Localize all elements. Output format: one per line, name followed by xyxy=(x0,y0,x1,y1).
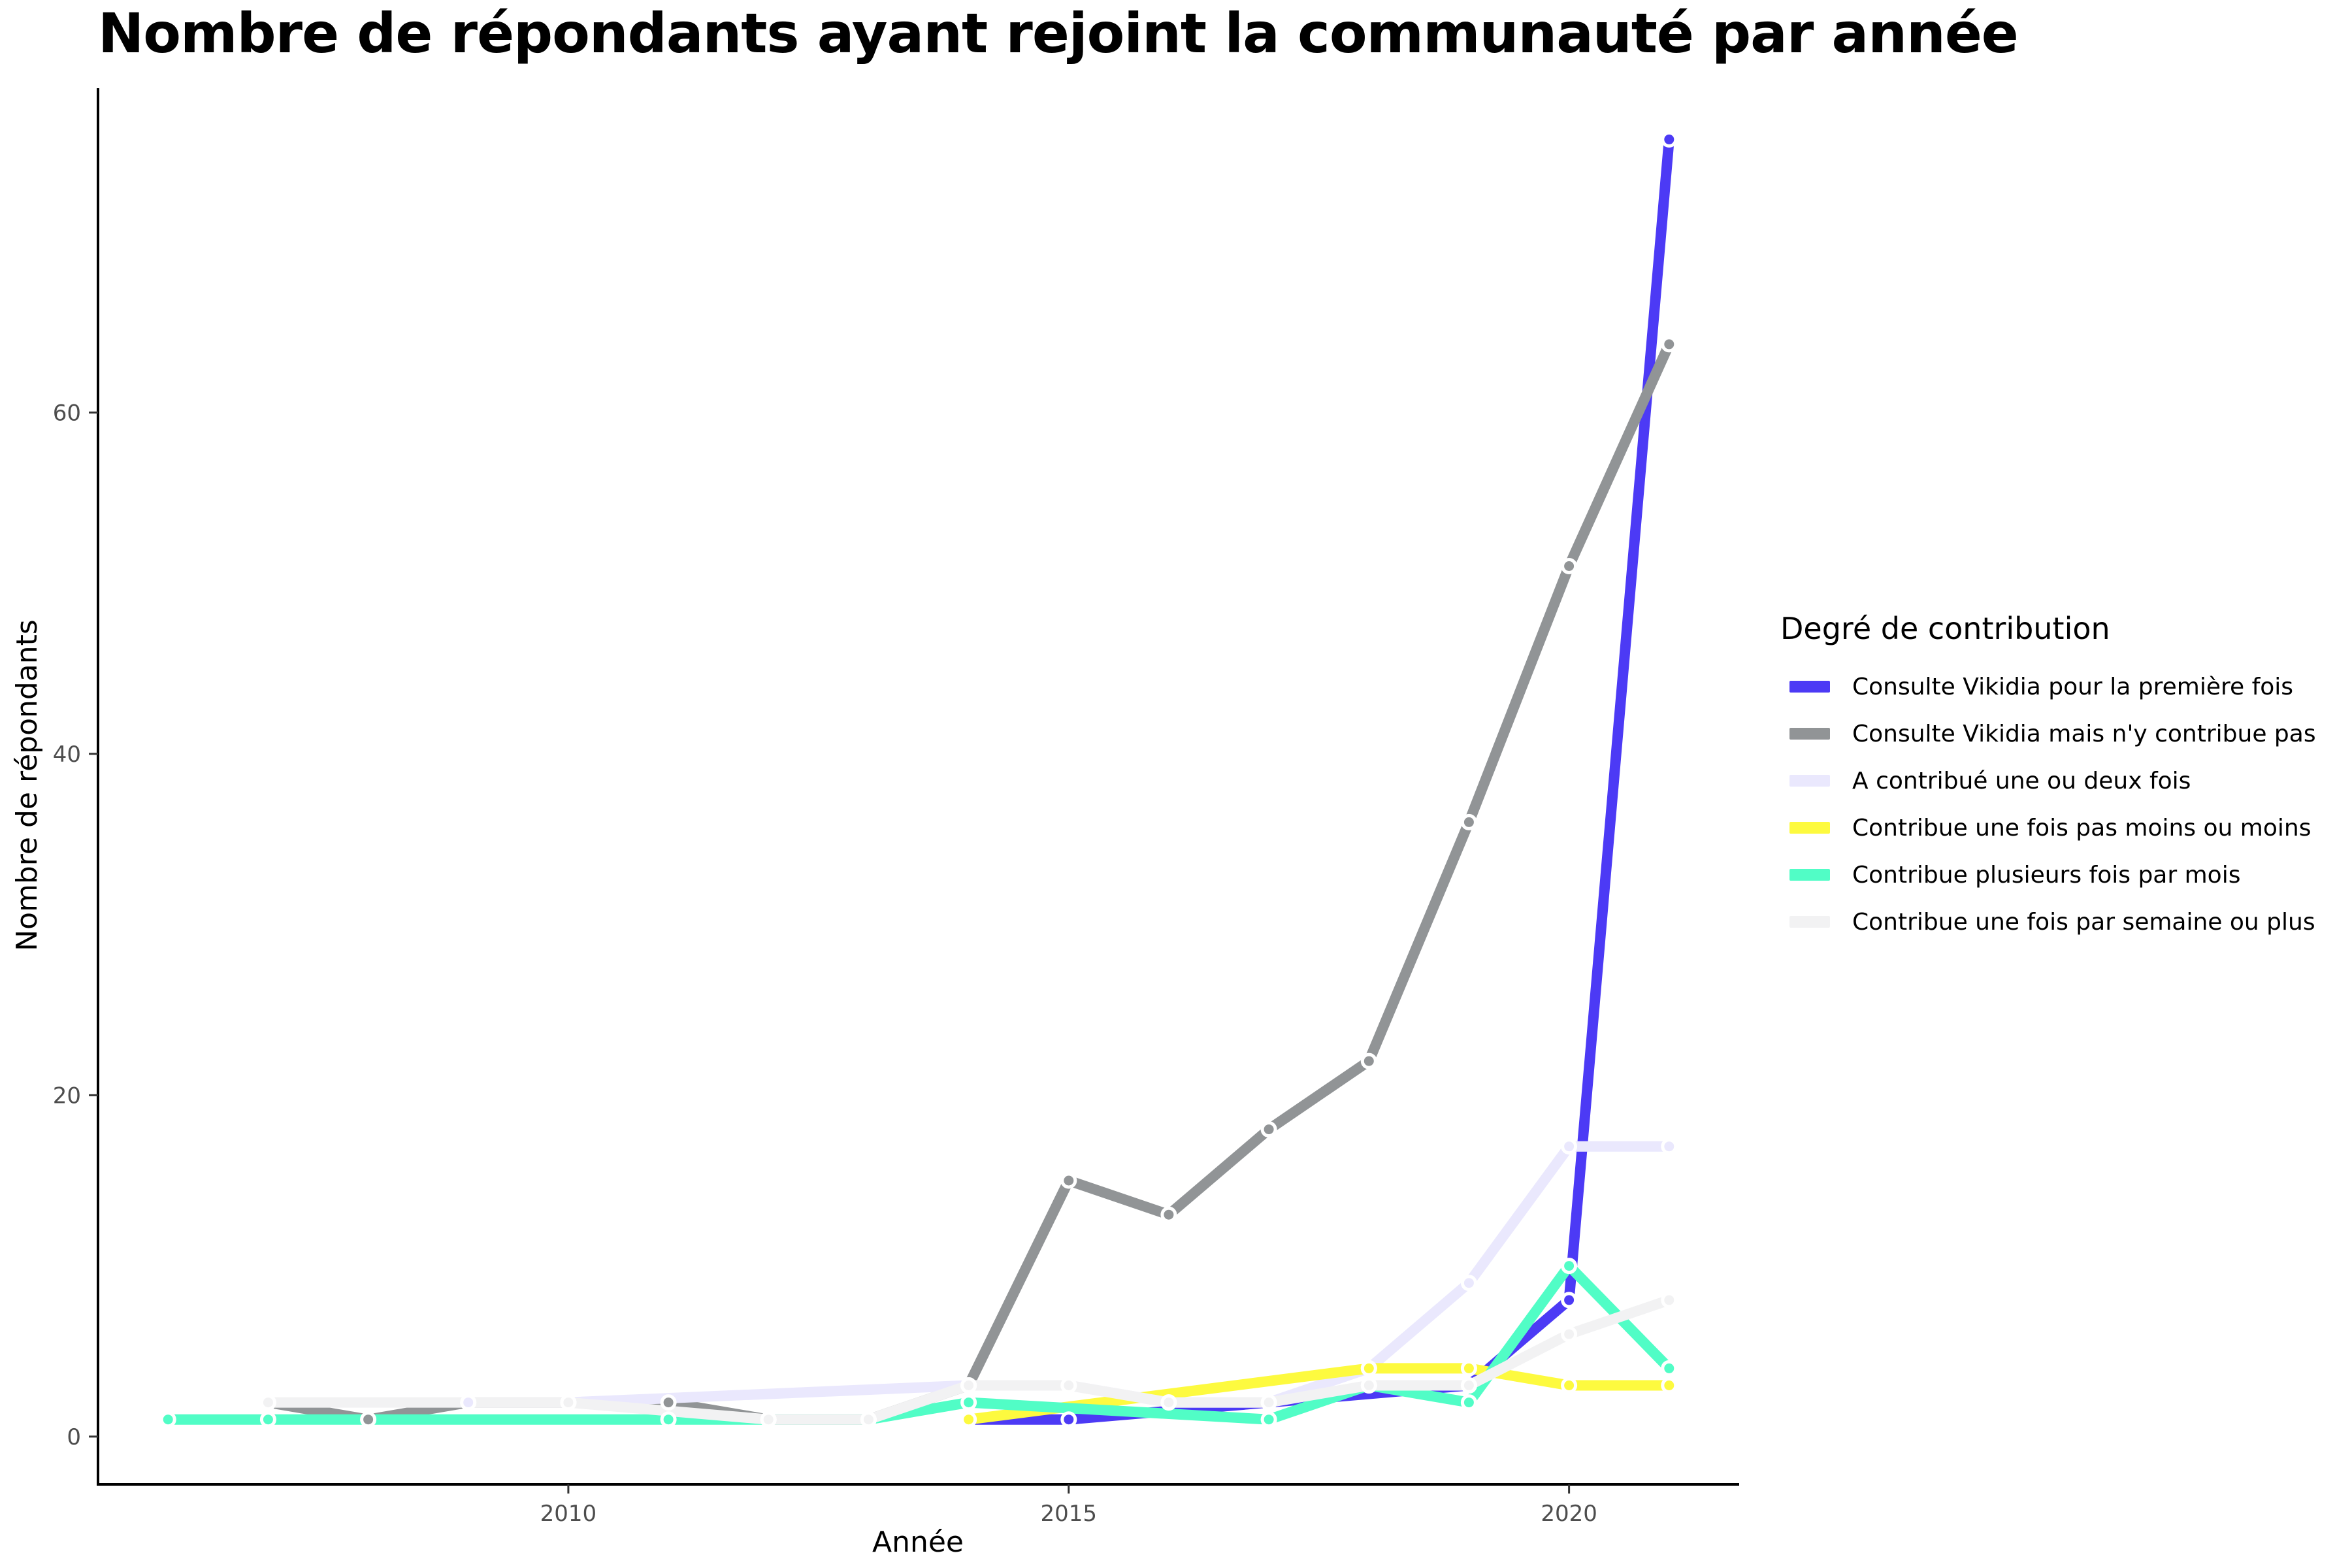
data-point xyxy=(1661,1377,1678,1394)
data-point xyxy=(1661,336,1678,353)
data-point xyxy=(1561,558,1578,574)
legend-item: A contribué une ou deux fois xyxy=(1780,757,2316,804)
data-point xyxy=(1260,1394,1277,1411)
series-line-6 xyxy=(263,1294,1674,1425)
series-points xyxy=(159,131,1678,1428)
data-point xyxy=(1561,1258,1578,1275)
legend-items: Consulte Vikidia pour la première fois Co… xyxy=(1780,663,2316,945)
y-tick-label: 60 xyxy=(53,400,81,426)
y-tick-label: 0 xyxy=(67,1424,81,1450)
data-point xyxy=(1360,1377,1377,1394)
data-point xyxy=(560,1394,577,1411)
data-point xyxy=(1661,1360,1678,1377)
data-point xyxy=(1661,1292,1678,1309)
data-point xyxy=(1561,1377,1578,1394)
data-point xyxy=(360,1411,377,1428)
legend-label: Contribue une fois pas moins ou moins xyxy=(1852,814,2311,841)
data-point xyxy=(1360,1360,1377,1377)
legend-label: Contribue une fois par semaine ou plus xyxy=(1852,908,2315,936)
series-line-2 xyxy=(263,338,1674,1425)
x-tick-label: 2015 xyxy=(1040,1501,1097,1527)
legend-key xyxy=(1789,681,1830,693)
data-point xyxy=(1661,1138,1678,1155)
data-point xyxy=(1460,1394,1477,1411)
data-point xyxy=(1060,1411,1077,1428)
series-line-1 xyxy=(963,134,1674,1425)
legend-key xyxy=(1789,728,1830,740)
data-point xyxy=(1661,131,1678,148)
series-lines xyxy=(163,134,1674,1425)
data-point xyxy=(960,1411,977,1428)
data-point xyxy=(960,1394,977,1411)
data-point xyxy=(1260,1411,1277,1428)
data-point xyxy=(259,1411,276,1428)
x-tick-label: 2010 xyxy=(540,1501,597,1527)
legend-label: Consulte Vikidia pour la première fois xyxy=(1852,673,2294,700)
data-point xyxy=(1561,1292,1578,1309)
y-tick-label: 40 xyxy=(53,742,81,768)
data-point xyxy=(460,1394,477,1411)
legend-label: Contribue plusieurs fois par mois xyxy=(1852,861,2241,889)
legend-key xyxy=(1789,869,1830,881)
data-point xyxy=(1260,1121,1277,1138)
data-point xyxy=(1460,1360,1477,1377)
y-tick-label: 20 xyxy=(53,1083,81,1109)
data-point xyxy=(660,1394,677,1411)
data-point xyxy=(1561,1138,1578,1155)
series-line-5 xyxy=(163,1260,1674,1425)
legend-key xyxy=(1789,822,1830,834)
data-point xyxy=(1460,813,1477,830)
data-point xyxy=(1561,1326,1578,1343)
x-axis-title: Année xyxy=(872,1526,964,1559)
data-point xyxy=(1360,1053,1377,1070)
legend: Degré de contribution Consulte Vikidia p… xyxy=(1780,611,2316,945)
axis-ticks: 2010 2015 2020 0 20 40 60 xyxy=(53,400,1597,1527)
data-point xyxy=(159,1411,176,1428)
legend-key xyxy=(1789,775,1830,787)
x-tick-label: 2020 xyxy=(1541,1501,1597,1527)
legend-title: Degré de contribution xyxy=(1780,611,2110,646)
data-point xyxy=(1160,1394,1177,1411)
legend-key xyxy=(1789,916,1830,928)
y-axis-title: Nombre de répondants xyxy=(10,619,44,951)
legend-item: Contribue une fois pas moins ou moins xyxy=(1780,804,2316,851)
legend-item: Consulte Vikidia mais n'y contribue pas xyxy=(1780,710,2316,757)
legend-label: A contribué une ou deux fois xyxy=(1852,767,2191,794)
data-point xyxy=(1460,1377,1477,1394)
data-point xyxy=(259,1394,276,1411)
legend-item: Contribue plusieurs fois par mois xyxy=(1780,851,2316,898)
legend-item: Contribue une fois par semaine ou plus xyxy=(1780,898,2316,945)
data-point xyxy=(1060,1377,1077,1394)
data-point xyxy=(960,1377,977,1394)
data-point xyxy=(1160,1206,1177,1223)
data-point xyxy=(660,1411,677,1428)
chart-title: Nombre de répondants ayant rejoint la co… xyxy=(98,1,2019,65)
data-point xyxy=(760,1411,777,1428)
legend-item: Consulte Vikidia pour la première fois xyxy=(1780,663,2316,710)
legend-label: Consulte Vikidia mais n'y contribue pas xyxy=(1852,720,2316,747)
data-point xyxy=(1460,1275,1477,1292)
data-point xyxy=(860,1411,877,1428)
data-point xyxy=(1060,1172,1077,1189)
